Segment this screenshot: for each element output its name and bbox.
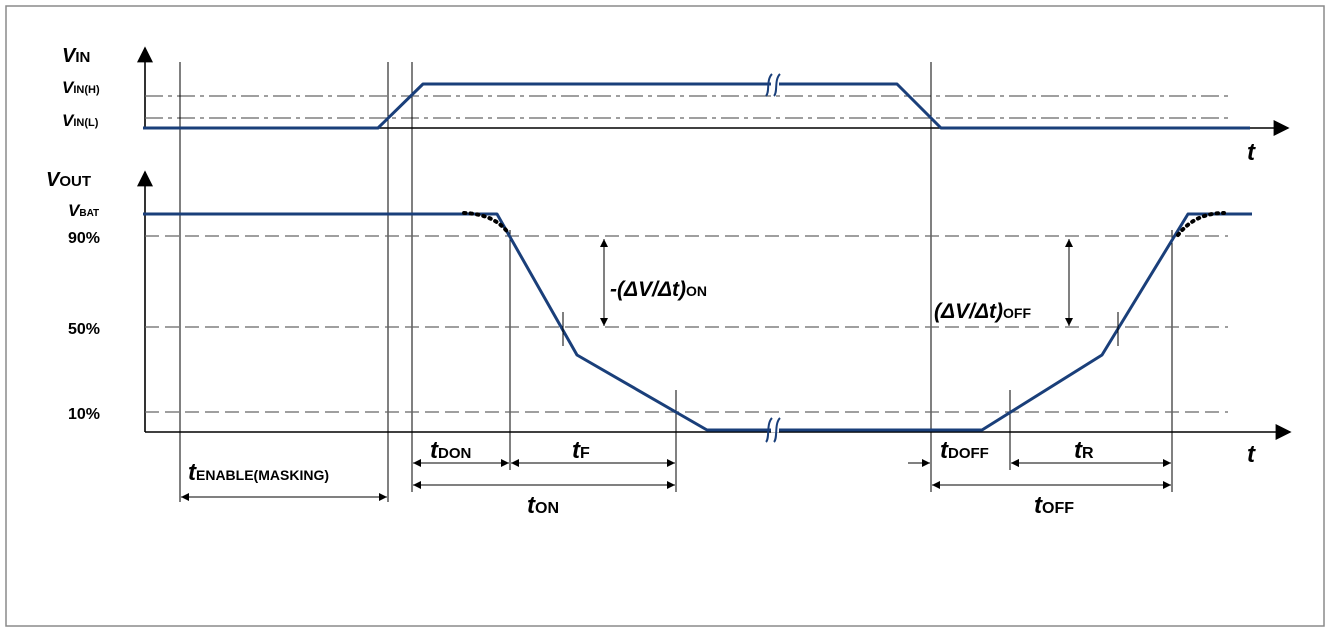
t-off-sub: OFF [1042, 500, 1074, 517]
t-off-t: t [1034, 492, 1043, 519]
vin-label-sub: IN [75, 49, 90, 66]
t-r-label: tR [1074, 437, 1094, 464]
vout-axes [137, 170, 1292, 440]
vin-waveform [143, 82, 1250, 130]
vout-fall-rounded-corner [462, 211, 511, 236]
vin-high-label-v: V [62, 78, 75, 97]
vin-axes [137, 46, 1290, 136]
vin-label-v: V [62, 45, 77, 67]
slope-on-slash: / [651, 278, 660, 301]
vin-break-symbol [765, 73, 781, 97]
t-on-t: t [527, 492, 536, 519]
vout-waveform [143, 212, 1252, 432]
vin-high-label: VIN(H) [62, 78, 100, 97]
slope-on-dt: Δt [657, 278, 680, 301]
slope-on-prefix: -( [610, 278, 626, 301]
t-off-label: tOFF [1034, 492, 1074, 519]
t-on-label: tON [527, 492, 559, 519]
timing-marker-lines [179, 62, 1173, 502]
slope-off-label: (ΔV/Δt)OFF [934, 300, 1031, 323]
vout-label-sub: OUT [59, 173, 91, 190]
slope-off-sub: OFF [1003, 305, 1031, 321]
t-f-t: t [572, 437, 581, 464]
t-r-sub: R [1082, 445, 1094, 462]
t-doff-label: tDOFF [940, 437, 989, 464]
slope-on-close: ) [677, 278, 686, 301]
time-axis-label-bottom: t [1247, 441, 1256, 468]
t-f-label: tF [572, 437, 590, 464]
vbat-label-sub: BAT [79, 208, 99, 219]
level-50-label: 50% [68, 321, 100, 338]
slope-off-dt: Δt [974, 300, 997, 323]
t-doff-sub: DOFF [948, 445, 989, 462]
t-enable-t: t [188, 459, 197, 486]
level-10-label: 10% [68, 406, 100, 423]
vbat-label: VBAT [68, 201, 99, 220]
slope-off-dv: ΔV [940, 300, 971, 323]
time-axis-label-top: t [1247, 139, 1256, 166]
vin-label: VIN [62, 45, 90, 67]
t-enable-label: tENABLE(MASKING) [188, 459, 329, 486]
t-don-sub: DON [438, 445, 471, 462]
slope-off-prefix: ( [934, 300, 943, 323]
vin-low-label-sub: IN(L) [73, 117, 98, 129]
t-on-sub: ON [535, 500, 559, 517]
vin-low-label: VIN(L) [62, 111, 99, 130]
vout-label: VOUT [46, 169, 91, 191]
vout-break-symbol [765, 417, 781, 443]
t-don-label: tDON [430, 437, 471, 464]
vout-rise-rounded-corner [1176, 211, 1226, 237]
slope-on-dv: ΔV [623, 278, 654, 301]
vout-label-v: V [46, 169, 61, 191]
level-90-label: 90% [68, 230, 100, 247]
diagram-frame [5, 5, 1325, 627]
slope-off-close: ) [994, 300, 1003, 323]
slope-off-slash: / [968, 300, 977, 323]
t-don-t: t [430, 437, 439, 464]
slope-on-label: -(ΔV/Δt)ON [610, 278, 707, 301]
t-enable-sub: ENABLE(MASKING) [196, 467, 329, 483]
vin-high-label-sub: IN(H) [73, 84, 100, 96]
vbat-label-v: V [68, 201, 81, 220]
slope-on-sub: ON [686, 283, 707, 299]
t-doff-t: t [940, 437, 949, 464]
t-r-t: t [1074, 437, 1083, 464]
t-f-sub: F [580, 445, 590, 462]
vin-low-label-v: V [62, 111, 75, 130]
